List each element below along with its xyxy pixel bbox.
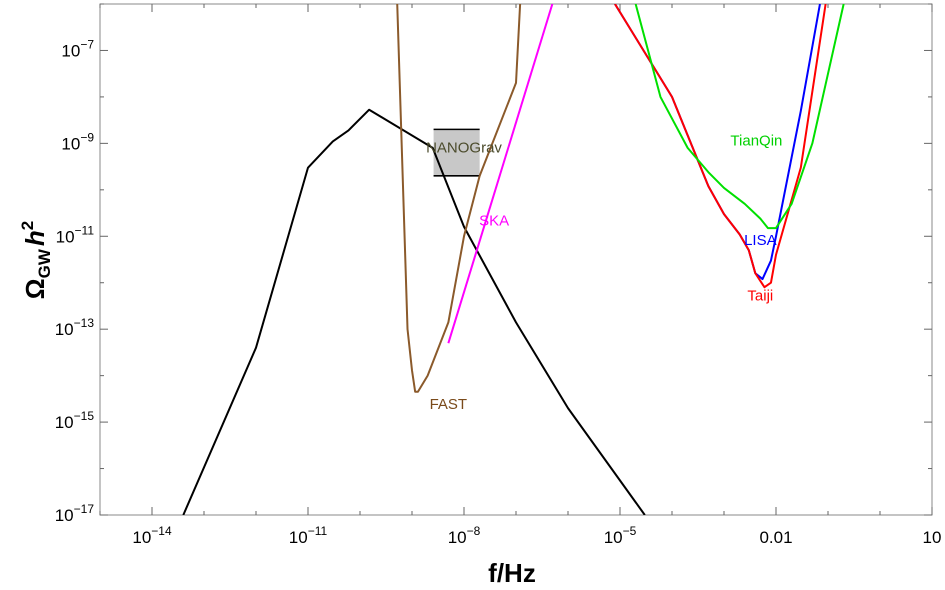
curves-layer [182,4,845,515]
y-tick-label-base: 10 [61,41,80,60]
y-tick-label-exp: −15 [74,409,95,423]
y-tick-label: 10−17 [55,502,95,525]
y-tick-label: 10−15 [55,409,95,432]
x-tick-label: 10−14 [132,524,172,547]
x-tick-label-exp: −5 [623,524,637,538]
axis-ticks [99,3,933,516]
x-tick-labels: 10−14 10−11 10−8 10−5 0.01 10 [132,524,941,547]
x-tick-label-exp: −14 [151,524,172,538]
curve-label-fast: FAST [430,396,468,413]
x-tick-label-exp: −8 [467,524,481,538]
x-tick-label: 10−8 [448,524,481,547]
taiji-curve [614,4,827,289]
y-axis-title-sub: GW [35,248,54,278]
tianqin-curve [634,4,845,230]
y-axis-title-rest: h [20,230,50,246]
curve-label-lisa: LISA [744,232,777,249]
y-tick-label: 10−11 [56,223,95,246]
plot-frame [99,3,933,516]
fast-curve [396,4,522,393]
x-tick-label-base: 10 [448,528,467,547]
x-tick-label: 0.01 [759,528,792,547]
curve-label-nanograv: NANOGrav [426,139,502,156]
y-axis-title: ΩGW h2 [18,221,54,300]
y-tick-label-base: 10 [56,227,75,246]
signal-curve [182,108,646,515]
y-tick-label: 10−7 [61,37,94,60]
y-tick-label-base: 10 [61,134,80,153]
x-tick-label-base: 10 [132,528,151,547]
y-axis-title-base: Ω [20,278,50,299]
x-tick-label-base: 10 [604,528,623,547]
y-tick-label-exp: −11 [75,223,95,237]
x-tick-label-base: 0.01 [759,528,792,547]
ska-curve [447,4,554,344]
x-tick-label: 10−5 [604,524,637,547]
y-axis-title-sup: 2 [18,221,37,230]
y-tick-label-exp: −7 [80,37,94,51]
curve-label-ska: SKA [479,213,509,230]
x-tick-label-base: 10 [289,528,308,547]
curve-label-tianqin: TianQin [730,132,782,149]
y-tick-label-exp: −13 [74,316,95,330]
x-tick-label-exp: −11 [308,524,328,538]
y-tick-label-base: 10 [55,320,74,339]
y-tick-label: 10−13 [55,316,95,339]
y-tick-label-exp: −9 [80,130,94,144]
y-tick-label-base: 10 [55,506,74,525]
x-tick-label-base: 10 [923,528,942,547]
x-tick-label: 10−11 [289,524,328,547]
x-axis-title: f/Hz [488,558,536,588]
y-tick-label-base: 10 [55,413,74,432]
curve-labels-layer: NANOGrav FAST SKA LISA Taiji TianQin [426,132,782,413]
y-tick-label: 10−9 [61,130,94,153]
y-tick-label-exp: −17 [74,502,95,516]
curve-label-taiji: Taiji [747,288,773,305]
x-tick-label: 10 [923,528,942,547]
